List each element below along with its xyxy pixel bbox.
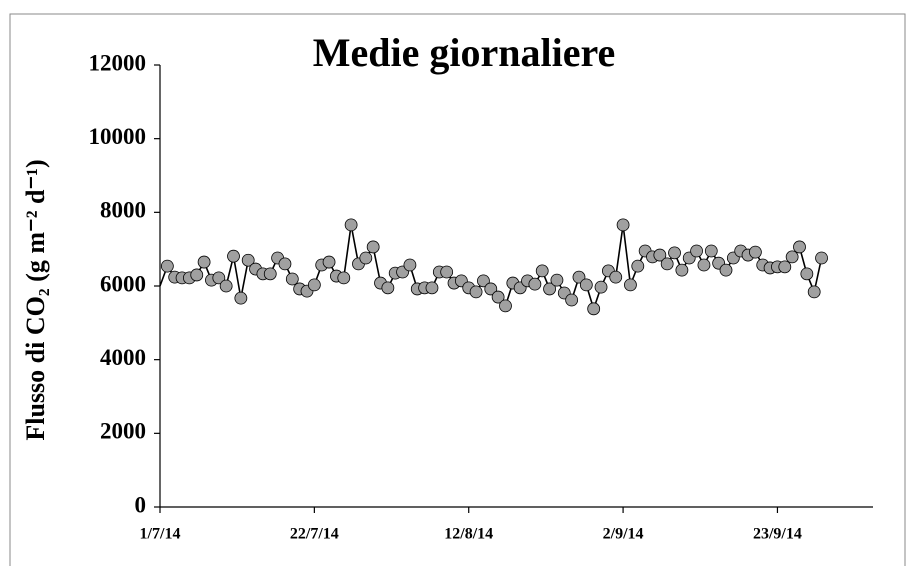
marker [609,270,623,284]
marker [719,263,733,277]
marker [660,257,674,271]
marker [550,273,564,287]
marker [234,291,248,305]
marker [624,278,637,292]
marker [381,281,395,295]
x-tick-label: 2/9/14 [603,526,644,543]
marker [469,285,483,299]
marker [697,258,711,272]
marker [785,250,799,264]
marker [778,260,792,274]
marker [800,267,814,281]
y-tick-label: 12000 [89,50,147,75]
y-tick-label: 10000 [89,124,147,149]
marker [241,253,255,267]
marker [491,290,505,304]
marker [219,279,233,293]
marker [528,277,542,291]
marker [572,270,586,284]
chart-title: Medie giornaliere [313,30,616,75]
marker [704,244,718,258]
marker [285,272,299,286]
marker [263,267,277,281]
marker [579,278,593,292]
marker [499,299,512,313]
marker [748,245,762,259]
marker [425,281,439,295]
marker [477,274,490,288]
marker [440,265,454,279]
y-tick-label: 8000 [100,198,146,223]
marker [307,278,321,292]
marker [675,263,689,277]
marker [197,255,211,269]
marker [616,218,630,232]
marker [322,255,336,269]
y-tick-label: 2000 [100,419,146,444]
marker [807,285,821,299]
marker [190,268,204,282]
marker [594,280,608,294]
marker [631,259,645,273]
marker [366,240,380,254]
y-tick-label: 6000 [100,271,146,296]
marker [587,302,601,316]
y-tick-label: 0 [135,492,147,517]
y-axis-label: Flusso di CO₂ (g m⁻² d⁻¹) [21,159,50,440]
marker [160,259,174,273]
marker [337,271,351,285]
marker [668,246,681,260]
x-tick-label: 23/9/14 [753,526,802,543]
marker [278,257,292,271]
marker [543,282,556,296]
marker [565,293,579,307]
frame [9,13,906,566]
x-tick-label: 22/7/14 [290,526,339,543]
x-tick-label: 12/8/14 [444,526,493,543]
marker [344,218,358,232]
marker [227,249,240,263]
marker [535,264,549,278]
x-tick-label: 1/7/14 [140,526,181,543]
marker [359,251,373,265]
marker [403,258,417,272]
marker [653,248,667,262]
marker [793,240,806,254]
marker [690,244,703,258]
marker [815,251,828,265]
marker [212,271,226,285]
marker [484,282,498,296]
y-tick-label: 4000 [100,345,146,370]
